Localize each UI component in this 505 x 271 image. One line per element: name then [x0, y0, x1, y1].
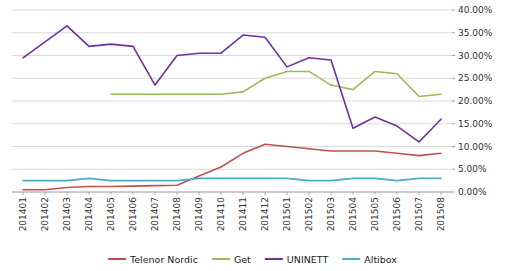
- chart: 0.00% 5.00% 10.00% 15.00% 20.00% 25.00% 30.00%…: [0, 0, 505, 271]
- x-tick: [199, 192, 200, 195]
- legend-label: Get: [234, 254, 251, 265]
- x-tick: [67, 192, 68, 195]
- y-tick: [452, 169, 455, 170]
- y-tick: [452, 123, 455, 124]
- x-tick-label: 201507: [414, 197, 424, 231]
- y-tick: [452, 10, 455, 11]
- x-tick: [221, 192, 222, 195]
- x-tick-label: 201508: [436, 197, 446, 232]
- grid-line: [12, 146, 452, 147]
- x-tick: [397, 192, 398, 195]
- x-tick-label: 201504: [348, 197, 358, 232]
- x-tick: [441, 192, 442, 195]
- x-tick: [243, 192, 244, 195]
- grid-line: [12, 101, 452, 102]
- grid-line: [12, 169, 452, 170]
- legend: Telenor Nordic Get UNINETT Altibox: [108, 254, 397, 265]
- legend-swatch: [108, 258, 126, 260]
- grid: [12, 10, 452, 192]
- y-tick-label: 35.00%: [458, 28, 493, 38]
- grid-line: [12, 55, 452, 56]
- legend-label: UNINETT: [287, 254, 329, 265]
- legend-item: Telenor Nordic: [108, 254, 198, 265]
- x-tick: [111, 192, 112, 195]
- x-axis: [12, 192, 452, 193]
- y-tick: [452, 101, 455, 102]
- series-line: [23, 178, 441, 180]
- x-tick: [309, 192, 310, 195]
- x-tick: [133, 192, 134, 195]
- legend-label: Telenor Nordic: [129, 254, 198, 265]
- legend-swatch: [212, 258, 230, 260]
- y-tick: [452, 55, 455, 56]
- x-tick: [45, 192, 46, 195]
- legend-swatch: [265, 258, 283, 260]
- y-tick: [452, 146, 455, 147]
- y-tick-label: 40.00%: [458, 5, 493, 15]
- y-tick-label: 5.00%: [458, 164, 487, 174]
- x-tick-label: 201403: [62, 197, 72, 231]
- x-tick-label: 201502: [304, 197, 314, 231]
- x-tick-label: 201405: [106, 197, 116, 231]
- y-tick: [452, 32, 455, 33]
- x-tick-label: 201402: [40, 197, 50, 231]
- x-tick: [177, 192, 178, 195]
- grid-line: [12, 123, 452, 124]
- x-tick-label: 201406: [128, 197, 138, 232]
- x-tick-label: 201409: [194, 197, 204, 232]
- y-tick-label: 30.00%: [458, 51, 493, 61]
- grid-line: [12, 10, 452, 11]
- legend-item: UNINETT: [265, 254, 329, 265]
- x-tick: [89, 192, 90, 195]
- lines: [23, 26, 441, 190]
- x-tick: [331, 192, 332, 195]
- y-tick-label: 25.00%: [458, 73, 493, 83]
- x-tick: [23, 192, 24, 195]
- x-tick-label: 201410: [216, 197, 226, 232]
- x-tick: [155, 192, 156, 195]
- x-tick-label: 201411: [238, 197, 248, 231]
- y-tick-label: 10.00%: [458, 142, 493, 152]
- x-tick-label: 201501: [282, 197, 292, 231]
- series-line: [111, 71, 441, 96]
- x-tick: [265, 192, 266, 195]
- legend-label: Altibox: [364, 254, 397, 265]
- grid-line: [12, 78, 452, 79]
- y-tick: [452, 192, 455, 193]
- x-tick: [353, 192, 354, 195]
- x-tick: [287, 192, 288, 195]
- grid-line: [12, 192, 452, 193]
- x-tick-label: 201503: [326, 197, 336, 231]
- legend-item: Altibox: [342, 254, 397, 265]
- series-line: [23, 26, 441, 142]
- x-tick-label: 201401: [18, 197, 28, 231]
- y-tick-label: 20.00%: [458, 96, 493, 106]
- legend-item: Get: [212, 254, 251, 265]
- x-tick-label: 201407: [150, 197, 160, 231]
- x-tick-label: 201506: [392, 197, 402, 232]
- y-tick: [452, 78, 455, 79]
- legend-swatch: [342, 258, 360, 260]
- x-tick-label: 201408: [172, 197, 182, 232]
- series-line: [23, 144, 441, 190]
- x-tick-label: 201404: [84, 197, 94, 232]
- x-tick: [419, 192, 420, 195]
- y-tick-label: 0.00%: [458, 187, 487, 197]
- x-tick: [375, 192, 376, 195]
- x-tick-label: 201412: [260, 197, 270, 231]
- grid-line: [12, 32, 452, 33]
- y-tick-label: 15.00%: [458, 119, 493, 129]
- x-tick-label: 201505: [370, 197, 380, 231]
